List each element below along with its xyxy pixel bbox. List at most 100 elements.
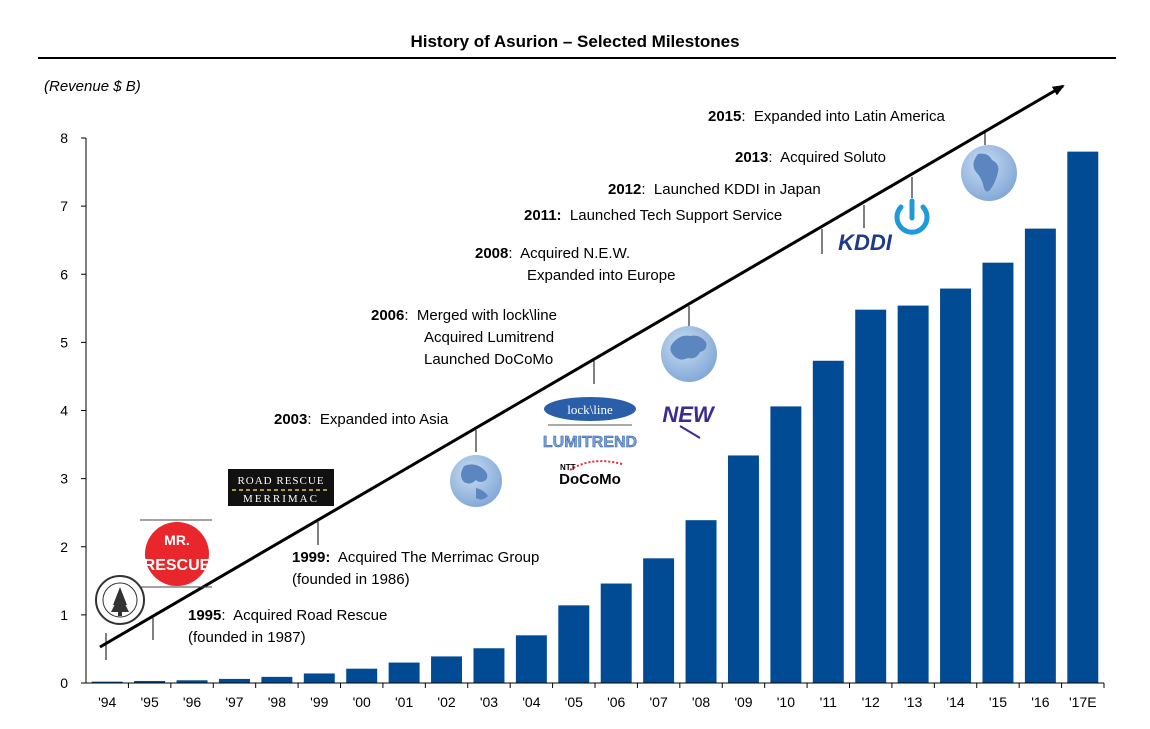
bar-06 <box>600 583 632 683</box>
latin-america-globe-icon <box>961 145 1017 201</box>
milestone-2008-line-1: Acquired N.E.W. <box>520 245 631 262</box>
x-tick-label: '13 <box>904 694 922 710</box>
y-axis: 0 1 2 3 4 5 6 7 8 <box>60 130 87 691</box>
title-rule <box>38 57 1116 59</box>
bar-95 <box>134 680 166 683</box>
milestone-2006: 2006: Merged with lock\line Acquired Lum… <box>371 307 557 368</box>
milestone-2003-line-1: Expanded into Asia <box>319 411 449 428</box>
road-rescue-merrimac-logo: ROAD RESCUE MERRIMAC <box>228 469 334 506</box>
x-tick-label: '14 <box>946 694 964 710</box>
milestone-2015-year: 2015 <box>708 108 742 125</box>
x-tick-label: '98 <box>268 694 286 710</box>
x-tick-label: '08 <box>692 694 710 710</box>
bar-96 <box>176 680 208 683</box>
growth-arrow <box>99 84 1065 649</box>
bar-04 <box>515 635 547 683</box>
bar-14 <box>940 288 972 683</box>
milestone-1999-year: 1999: <box>292 549 331 566</box>
x-tick-label: '15 <box>989 694 1007 710</box>
x-axis: '94 '95 '96 '97 '98 '99 '00 '01 '02 '03 '04 '05 '06 '… <box>86 682 1105 710</box>
x-tick-label: '09 <box>734 694 752 710</box>
lockline-logo: lock\line <box>544 397 636 426</box>
x-tick-label: '96 <box>183 694 201 710</box>
new-logo-text: NEW <box>662 402 716 427</box>
chart-title: History of Asurion – Selected Milestones <box>410 32 740 51</box>
bar-99 <box>303 673 335 683</box>
bar-16 <box>1024 228 1056 683</box>
milestone-2015: 2015: Expanded into Latin America <box>708 108 945 125</box>
bar-02 <box>431 656 463 683</box>
bar-01 <box>388 662 420 683</box>
milestone-2015-line-1: Expanded into Latin America <box>753 108 945 125</box>
merrimac-logo-text: MERRIMAC <box>243 493 319 505</box>
lockline-logo-text: lock\line <box>567 402 613 417</box>
docomo-logo-small-text: NTT <box>560 463 576 472</box>
y-tick-label: 6 <box>60 266 68 282</box>
milestone-2006-year: 2006 <box>371 307 405 324</box>
kddi-logo: KDDI <box>838 230 893 255</box>
milestone-2003-year: 2003 <box>274 411 308 428</box>
y-tick-label: 2 <box>60 539 68 555</box>
y-tick-label: 8 <box>60 130 68 146</box>
bar-07 <box>643 558 675 683</box>
milestone-1995-line-1: Acquired Road Rescue <box>233 607 388 624</box>
x-tick-label: '10 <box>777 694 795 710</box>
x-tick-label: '12 <box>862 694 880 710</box>
milestone-2003: 2003: Expanded into Asia <box>274 411 449 428</box>
y-tick-label: 4 <box>60 403 68 419</box>
x-tick-label: '99 <box>310 694 328 710</box>
europe-globe-icon <box>661 326 717 382</box>
y-axis-label: (Revenue $ B) <box>44 78 141 95</box>
asia-globe-icon <box>450 455 502 507</box>
bar-05 <box>558 605 590 683</box>
bar-15 <box>982 262 1014 683</box>
x-tick-label: '02 <box>437 694 455 710</box>
y-tick-label: 3 <box>60 471 68 487</box>
x-tick-label: '16 <box>1031 694 1049 710</box>
milestone-2012-year: 2012 <box>608 181 642 198</box>
x-tick-label: '17E <box>1069 694 1097 710</box>
milestone-2006-line-3: Launched DoCoMo <box>424 351 554 368</box>
milestone-2012-line-1: Launched KDDI in Japan <box>653 181 821 198</box>
bar-94 <box>91 681 123 683</box>
docomo-logo-text: DoCoMo <box>559 471 621 488</box>
soluto-power-icon <box>894 198 930 235</box>
milestone-2006-line-1: Merged with lock\line <box>416 307 557 324</box>
x-tick-label: '07 <box>650 694 668 710</box>
x-tick-label: '00 <box>353 694 371 710</box>
milestone-1999: 1999: Acquired The Merrimac Group (found… <box>292 547 539 591</box>
milestone-2011: 2011: Launched Tech Support Service <box>524 205 782 227</box>
bar-11 <box>812 360 844 683</box>
x-tick-label: '04 <box>522 694 540 710</box>
mr-rescue-logo-text-2: RESCUE <box>144 557 211 574</box>
milestone-2013-line-1: Acquired Soluto <box>780 149 886 166</box>
mr-rescue-logo-text-1: MR. <box>164 532 190 548</box>
bar-03 <box>473 648 505 683</box>
milestone-1999-line-1: Acquired The Merrimac Group <box>337 549 540 566</box>
x-tick-label: '97 <box>225 694 243 710</box>
milestone-2013-year: 2013 <box>735 149 769 166</box>
milestone-2011-year: 2011: <box>524 207 562 224</box>
milestone-1995-year: 1995 <box>188 607 222 624</box>
x-tick-label: '05 <box>565 694 583 710</box>
milestone-2008-year: 2008 <box>475 245 509 262</box>
bar-08 <box>685 520 717 683</box>
bar-12 <box>855 309 887 683</box>
lumitrend-logo-text: LUMITREND <box>543 434 637 451</box>
milestone-2013: 2013: Acquired Soluto <box>735 149 886 166</box>
x-tick-label: '11 <box>820 694 837 710</box>
bar-97 <box>218 678 250 683</box>
docomo-logo: NTT DoCoMo <box>559 460 623 488</box>
y-tick-label: 7 <box>60 198 68 214</box>
y-tick-label: 0 <box>60 675 68 691</box>
bar-10 <box>770 406 802 683</box>
road-rescue-logo-text: ROAD RESCUE <box>237 475 324 487</box>
milestone-2012: 2012: Launched KDDI in Japan <box>608 181 821 198</box>
x-tick-label: '03 <box>480 694 498 710</box>
mr-rescue-logo: MR. RESCUE <box>140 519 212 588</box>
bars <box>91 151 1099 683</box>
bar-09 <box>727 455 759 683</box>
y-tick-label: 5 <box>60 334 68 350</box>
seal-logo <box>95 575 145 625</box>
milestone-1995: 1995: Acquired Road Rescue (founded in 1… <box>188 607 388 646</box>
